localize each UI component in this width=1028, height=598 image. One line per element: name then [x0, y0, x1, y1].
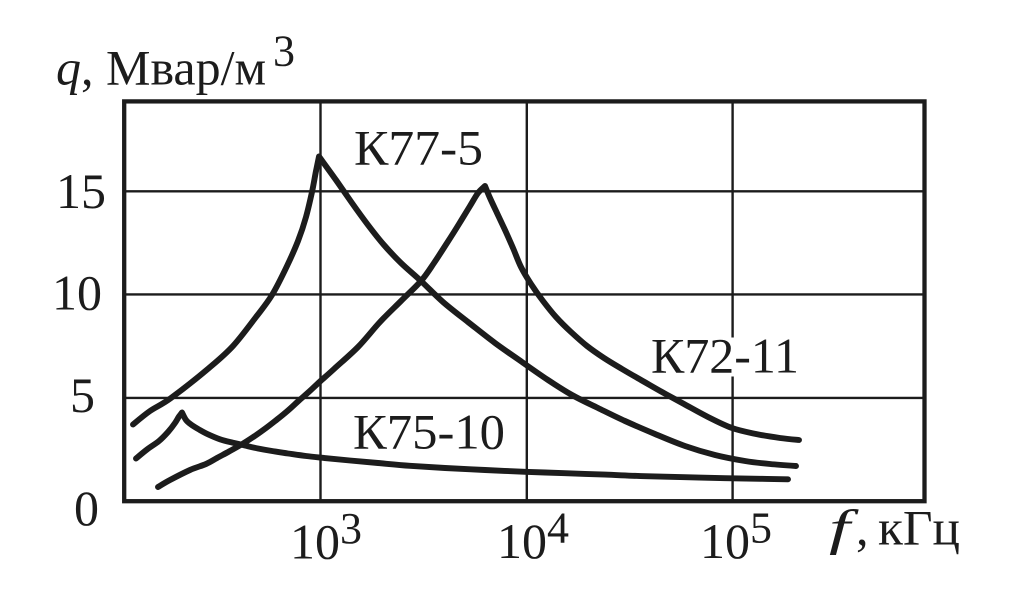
svg-text:105: 105: [700, 504, 772, 570]
svg-text:15: 15: [56, 163, 106, 219]
svg-text:103: 103: [290, 504, 362, 570]
svg-text:104: 104: [497, 504, 569, 570]
svg-text:q, Мвар/м: q, Мвар/м: [56, 40, 266, 96]
svg-text:3: 3: [273, 27, 295, 76]
svg-text:,: ,: [856, 499, 869, 555]
svg-text:К75-10: К75-10: [353, 404, 505, 460]
svg-text:f: f: [829, 499, 859, 555]
svg-text:5: 5: [70, 367, 95, 423]
svg-text:К72-11: К72-11: [651, 328, 799, 384]
svg-text:10: 10: [52, 264, 102, 320]
svg-text:кГц: кГц: [878, 499, 960, 555]
svg-text:0: 0: [74, 480, 99, 536]
svg-text:К77-5: К77-5: [354, 120, 483, 176]
